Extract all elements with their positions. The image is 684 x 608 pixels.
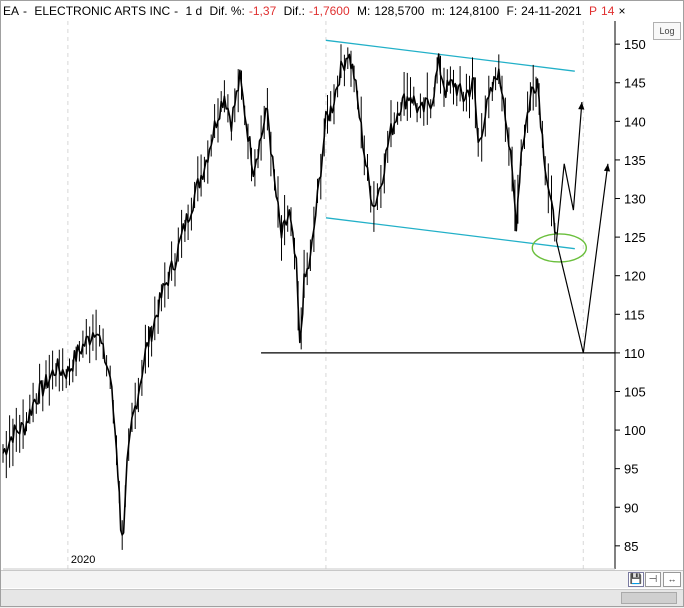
y-tick-label: 110	[624, 346, 645, 361]
date-label: F:	[506, 4, 518, 18]
y-tick-label: 95	[624, 462, 638, 477]
diff-pct-label: Dif. %:	[209, 4, 245, 18]
projection-up-arrow	[555, 101, 583, 242]
max-label: M:	[356, 4, 371, 18]
date-value: 24-11-2021	[521, 4, 582, 18]
y-tick-label: 130	[624, 192, 646, 207]
title-bar: EA - ELECTRONIC ARTS INC - 1 d Dif. %: -1,3…	[3, 2, 615, 20]
y-tick-label: 115	[624, 307, 645, 322]
y-tick-label: 145	[624, 76, 646, 91]
diff-value: -1,7600	[308, 4, 350, 18]
y-tick-label: 140	[624, 114, 646, 129]
diff-label: Dif.:	[283, 4, 305, 18]
min-value: 124,8100	[449, 4, 500, 18]
time-axis-bar	[1, 570, 683, 588]
min-label: m:	[431, 4, 446, 18]
y-tick-label: 120	[624, 269, 646, 284]
annotations	[261, 39, 615, 354]
projection-down-arrow-head	[603, 163, 611, 172]
projection-down-arrow	[555, 163, 609, 354]
highlight-ellipse	[531, 233, 587, 263]
y-tick-label: 150	[624, 37, 646, 52]
interval: 1 d	[185, 4, 203, 18]
axis-toggle-icon[interactable]: ↔	[663, 572, 681, 587]
company-name: ELECTRONIC ARTS INC	[34, 4, 171, 18]
projection-up-arrow-head	[578, 102, 585, 110]
scrollbar-thumb[interactable]	[621, 592, 677, 604]
x-inner-label: 2020	[71, 554, 95, 566]
close-icon[interactable]: ×	[615, 4, 629, 18]
max-value: 128,5700	[374, 4, 425, 18]
y-tick-label: 125	[624, 230, 646, 245]
y-tick-label: 85	[624, 539, 638, 554]
pin-icon[interactable]: ⊣	[645, 572, 661, 587]
y-tick-label: 90	[624, 500, 638, 515]
y-tick-label: 100	[624, 423, 646, 438]
ticker: EA	[3, 4, 20, 18]
diff-pct-value: -1,37	[248, 4, 277, 18]
y-axis[interactable]: 85 90 95 100 105 110 115 120 125 130 135 140 145 150	[614, 21, 646, 569]
log-scale-button[interactable]: Log	[653, 22, 681, 40]
price-flag: P	[589, 4, 598, 18]
year-gridlines	[67, 21, 584, 569]
price-series	[2, 44, 557, 550]
horizontal-scrollbar[interactable]	[1, 589, 683, 606]
channel-lower-line	[325, 217, 575, 250]
price-value: 146,7	[601, 4, 615, 18]
y-tick-label: 105	[624, 384, 646, 399]
save-icon[interactable]: 💾	[628, 572, 644, 587]
price-line	[2, 53, 557, 536]
y-tick-label: 135	[624, 153, 646, 168]
